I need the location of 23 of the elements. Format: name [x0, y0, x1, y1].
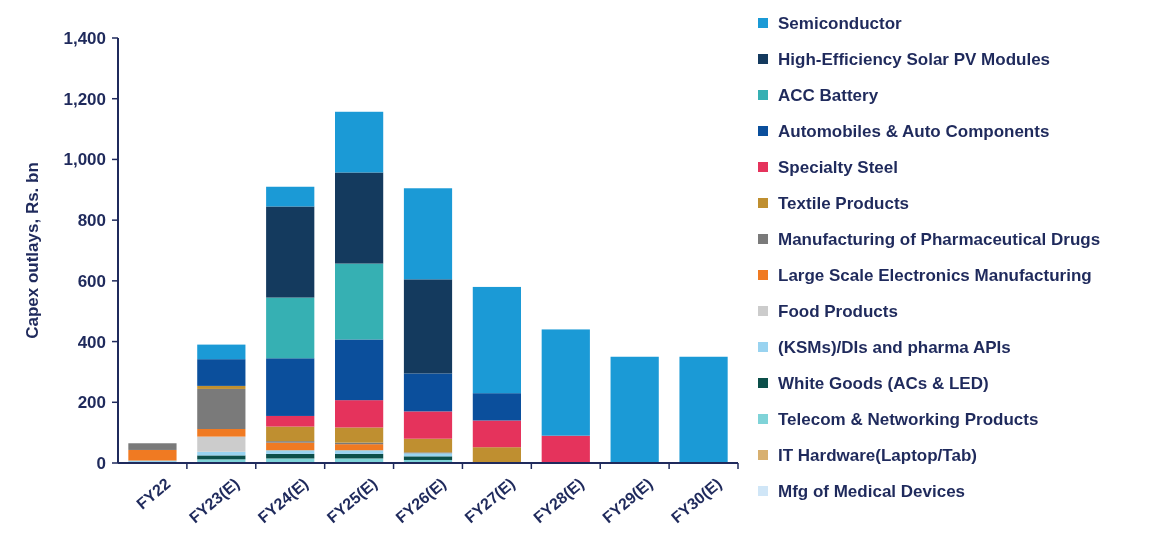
y-axis-title: Capex outlays, Rs. bn [23, 162, 42, 339]
legend-label: Textile Products [778, 193, 909, 213]
legend-label: Telecom & Networking Products [778, 409, 1039, 429]
legend-label: Large Scale Electronics Manufacturing [778, 265, 1092, 285]
y-tick-label: 1,200 [63, 89, 106, 109]
y-tick-label: 600 [77, 271, 106, 291]
legend-label: White Goods (ACs & LED) [778, 373, 989, 393]
legend-label: Automobiles & Auto Components [778, 121, 1050, 141]
legend-label: IT Hardware(Laptop/Tab) [778, 445, 977, 465]
legend-label: Mfg of Medical Devices [778, 481, 966, 501]
legend-label: Manufacturing of Pharmaceutical Drugs [778, 229, 1101, 249]
legend-label: Specialty Steel [778, 157, 899, 177]
legend-label: High-Efficiency Solar PV Modules [778, 49, 1051, 69]
legend-label: (KSMs)/DIs and pharma APIs [778, 337, 1011, 357]
y-tick-label: 1,000 [63, 150, 106, 170]
y-tick-label: 800 [77, 211, 106, 231]
y-tick-label: 1,400 [63, 28, 106, 48]
y-tick-label: 0 [96, 453, 106, 473]
legend-label: ACC Battery [778, 85, 879, 105]
y-tick-label: 400 [77, 332, 106, 352]
legend-label: Semiconductor [778, 13, 903, 33]
y-tick-label: 200 [77, 393, 106, 413]
legend-label: Food Products [778, 301, 898, 321]
